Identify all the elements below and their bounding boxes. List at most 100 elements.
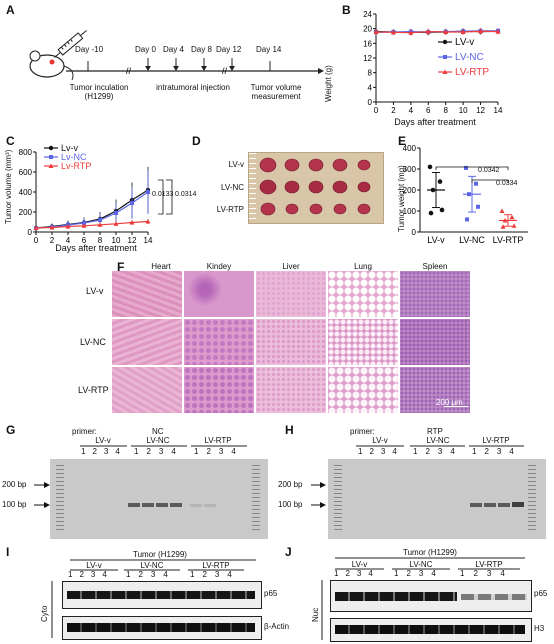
gel-nc-band [128, 503, 140, 507]
tumor-sample [332, 158, 348, 172]
svg-text://: // [222, 66, 228, 76]
gel-rtp-lane-7: 3 [437, 447, 451, 456]
data-point [129, 220, 135, 225]
blot-cyto-actin-bands [67, 623, 255, 632]
y-tick-label: 20 [363, 25, 372, 34]
gel-nc-marker-100: 100 bp [2, 500, 27, 509]
gel-nc-band [156, 503, 168, 507]
data-point [146, 190, 150, 194]
blot-nuc-lane-11: 3 [486, 569, 501, 578]
gel-rtp-lane-1: 1 [358, 447, 370, 456]
gel-nc-lanes-lvrtp: 1234 [194, 447, 250, 456]
data-point [500, 224, 506, 229]
x-tick-label: 12 [128, 236, 137, 245]
blot-nuc-lanes-lvv: 1234 [334, 569, 380, 578]
gel-nc-lane-7: 3 [158, 447, 172, 456]
tumor-sample [357, 203, 371, 215]
x-tick-label: 6 [426, 106, 431, 115]
timeline-day-14: Day 14 [256, 45, 282, 54]
ruler-strip [249, 153, 256, 223]
blot-cyto-group-lvrtp: LV-RTP [202, 561, 230, 570]
data-point [33, 225, 39, 230]
x-tick-label: 2 [50, 236, 55, 245]
photo-row-label-lvrtp: LV-RTP [216, 205, 244, 214]
gel-nc-lanes-lvv: 1234 [81, 447, 131, 456]
gel-rtp-lane-4: 4 [392, 447, 404, 456]
gel-rtp-band [470, 503, 482, 507]
gel-rtp-marker-200: 200 bp [278, 480, 303, 489]
blot-cyto-lanes-lvrtp: 1234 [190, 570, 240, 579]
y-tick-label: 16 [363, 39, 372, 48]
weight-pvalue-2: 0.0334 [496, 180, 518, 187]
gel-rtp-lanes-lvrtp: 1234 [472, 447, 522, 456]
x-tick-label: 8 [443, 106, 448, 115]
panel-label-h: H [285, 423, 294, 437]
data-point [476, 204, 480, 209]
scale-bar-label: 200 μm [436, 398, 463, 407]
blot-nuc-lane-10: 2 [473, 569, 487, 578]
data-point [373, 29, 379, 34]
histology-heart-lvnc [112, 319, 182, 365]
blot-nuc-p65-bands-weak [461, 594, 527, 600]
blot-nuc-lane-5: 1 [394, 569, 407, 578]
panel-label-a: A [6, 3, 15, 17]
tumor-sample [333, 203, 347, 215]
data-point [390, 29, 396, 35]
x-tick-label: 4 [409, 106, 414, 115]
blot-cyto-protein-actin: β-Actin [264, 622, 290, 631]
tumor-sample [285, 203, 299, 215]
gel-rtp-primer: RTP [427, 427, 443, 436]
significance-bracket [166, 179, 173, 215]
blot-cyto-lane-1: 1 [68, 570, 80, 579]
data-point [495, 29, 501, 34]
histology-kidney-lvrtp [184, 367, 254, 413]
volume-chart-xlabel: Days after treatment [55, 243, 137, 253]
gel-rtp-lane-11: 3 [496, 447, 510, 456]
histology-liver-lvrtp [256, 367, 326, 413]
blot-cyto-lanes-lvv: 1234 [68, 570, 114, 579]
scale-bar [444, 406, 468, 407]
gel-rtp-primer-label: primer: [350, 427, 375, 436]
timeline-day-0: Day 0 [135, 45, 156, 54]
y-tick-label: 600 [19, 168, 33, 177]
data-point [467, 192, 471, 197]
histology-heart-lvv [112, 271, 182, 317]
data-point [49, 225, 55, 230]
gel-rtp-lane-2: 2 [369, 447, 381, 456]
gel-rtp-ladder-right [528, 465, 536, 533]
blot-cyto-group-lvnc: LV-NC [140, 561, 164, 570]
legend-marker [48, 163, 54, 168]
significance-bracket [435, 166, 509, 170]
blot-nuc-lane-8: 4 [431, 569, 444, 578]
y-tick-label: 0 [28, 228, 33, 237]
gel-nc-ladder-right [252, 465, 260, 533]
x-tick-label: LV-v [427, 235, 445, 245]
panel-label-i: I [6, 545, 10, 559]
blot-nuc-p65-bands-strong [335, 592, 457, 601]
gel-nc-group-lvv: LV-v [95, 436, 111, 445]
legend-marker [48, 145, 54, 151]
x-tick-label: 4 [66, 236, 71, 245]
blot-cyto-actin [62, 616, 262, 640]
gel-nc-primer: NC [152, 427, 164, 436]
blot-cyto-lane-5: 1 [126, 570, 139, 579]
blot-nuc-lane-1: 1 [334, 569, 346, 578]
tumor-sample [332, 180, 348, 194]
x-tick-label: LV-NC [459, 235, 485, 245]
y-tick-label: 100 [403, 207, 417, 216]
histology-lung-lvv [328, 271, 398, 317]
panel-label-c: C [6, 134, 15, 148]
blot-nuc-lane-6: 2 [406, 569, 419, 578]
data-point [502, 217, 508, 223]
panel-label-e: E [398, 134, 407, 148]
series-line [35, 191, 149, 229]
gel-nc-lane-10: 2 [206, 447, 219, 456]
gel-rtp-image [328, 459, 546, 539]
